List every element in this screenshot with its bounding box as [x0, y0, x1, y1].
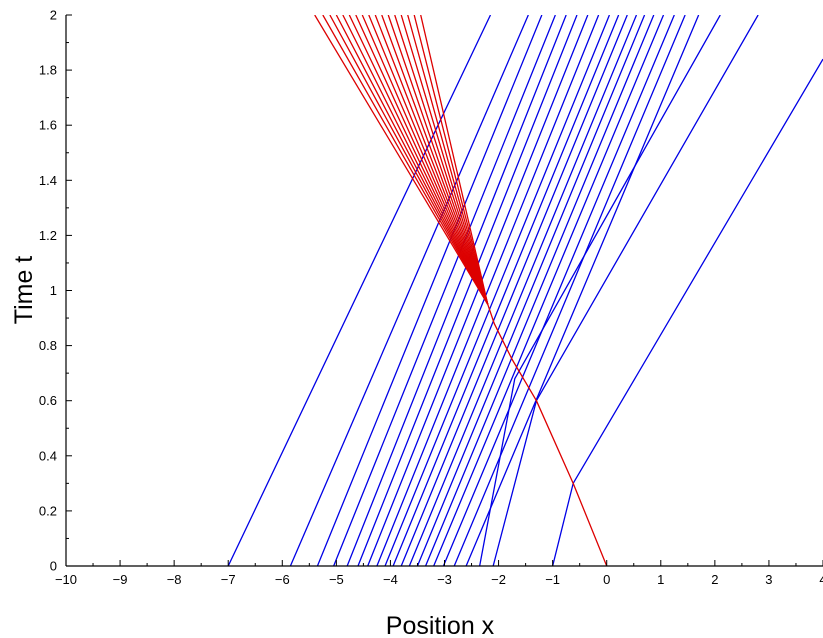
x-tick-label: −4 — [383, 572, 398, 587]
red-characteristic-line-0 — [487, 304, 608, 566]
x-tick-label: −1 — [545, 572, 560, 587]
blue-characteristic-line-12 — [416, 15, 646, 566]
x-tick-label: −3 — [437, 572, 452, 587]
blue-characteristic-line-7 — [376, 15, 600, 566]
x-tick-label: 4 — [819, 572, 823, 587]
x-tick-label: −2 — [491, 572, 506, 587]
blue-characteristic-line-18 — [479, 15, 721, 566]
y-tick-label: 1.4 — [39, 173, 57, 188]
y-tick-label: 0.8 — [39, 338, 57, 353]
blue-characteristic-line-3 — [333, 15, 556, 566]
y-tick-label: 1.6 — [39, 118, 57, 133]
red-characteristic-line-9 — [368, 15, 489, 305]
red-characteristic-line-10 — [374, 15, 489, 305]
x-tick-label: −9 — [113, 572, 128, 587]
y-tick-label: 1.8 — [39, 63, 57, 78]
red-characteristic-line-6 — [348, 15, 489, 305]
blue-characteristic-line-8 — [384, 15, 611, 566]
x-tick-label: 2 — [711, 572, 718, 587]
y-tick-label: 0.2 — [39, 503, 57, 518]
blue-characteristic-line-0 — [227, 15, 492, 566]
x-axis-title: Position x — [386, 612, 495, 638]
red-characteristic-line-1 — [314, 15, 489, 305]
red-characteristic-line-11 — [381, 15, 489, 305]
x-tick-label: 1 — [657, 572, 664, 587]
red-characteristic-line-14 — [400, 15, 489, 305]
blue-characteristic-line-15 — [442, 15, 675, 566]
x-tick-label: −6 — [275, 572, 290, 587]
blue-characteristic-line-20 — [552, 58, 823, 566]
blue-characteristic-line-14 — [433, 15, 665, 566]
axes: −10−9−8−7−6−5−4−3−2−10123400.20.40.60.81… — [39, 8, 823, 587]
x-tick-label: −7 — [221, 572, 236, 587]
blue-characteristic-line-17 — [465, 15, 700, 566]
red-characteristic-line-3 — [329, 15, 489, 305]
blue-characteristic-line-13 — [424, 15, 655, 566]
y-tick-label: 2 — [50, 8, 57, 23]
blue-characteristic-line-2 — [316, 15, 543, 566]
y-tick-label: 1.2 — [39, 228, 57, 243]
red-characteristic-line-15 — [407, 15, 489, 305]
red-characteristic-line-13 — [394, 15, 489, 305]
red-characteristic-line-2 — [322, 15, 489, 305]
y-tick-label: 1 — [50, 283, 57, 298]
y-tick-label: 0.6 — [39, 393, 57, 408]
blue-characteristic-line-1 — [289, 15, 529, 566]
x-tick-label: 3 — [765, 572, 772, 587]
red-characteristic-line-7 — [355, 15, 489, 305]
red-characteristic-line-4 — [335, 15, 489, 305]
blue-characteristic-line-10 — [400, 15, 628, 566]
blue-characteristic-line-9 — [392, 15, 620, 566]
y-tick-label: 0.4 — [39, 448, 57, 463]
x-tick-label: −10 — [55, 572, 77, 587]
x-tick-label: −8 — [167, 572, 182, 587]
blue-characteristic-line-16 — [453, 15, 686, 566]
y-axis-title: Time t — [10, 256, 38, 325]
x-tick-label: −5 — [329, 572, 344, 587]
red-characteristic-line-17 — [420, 15, 489, 305]
blue-characteristic-line-5 — [357, 15, 578, 566]
red-characteristic-line-12 — [387, 15, 489, 305]
red-characteristic-line-16 — [413, 15, 489, 305]
blue-characteristic-line-11 — [408, 15, 638, 566]
red-characteristic-line-8 — [361, 15, 489, 305]
red-characteristic-line-5 — [342, 15, 489, 305]
blue-characteristic-line-6 — [367, 15, 589, 566]
y-tick-label: 0 — [50, 559, 57, 574]
plot-lines — [227, 15, 823, 566]
blue-characteristic-line-4 — [346, 15, 567, 566]
x-tick-label: 0 — [603, 572, 610, 587]
